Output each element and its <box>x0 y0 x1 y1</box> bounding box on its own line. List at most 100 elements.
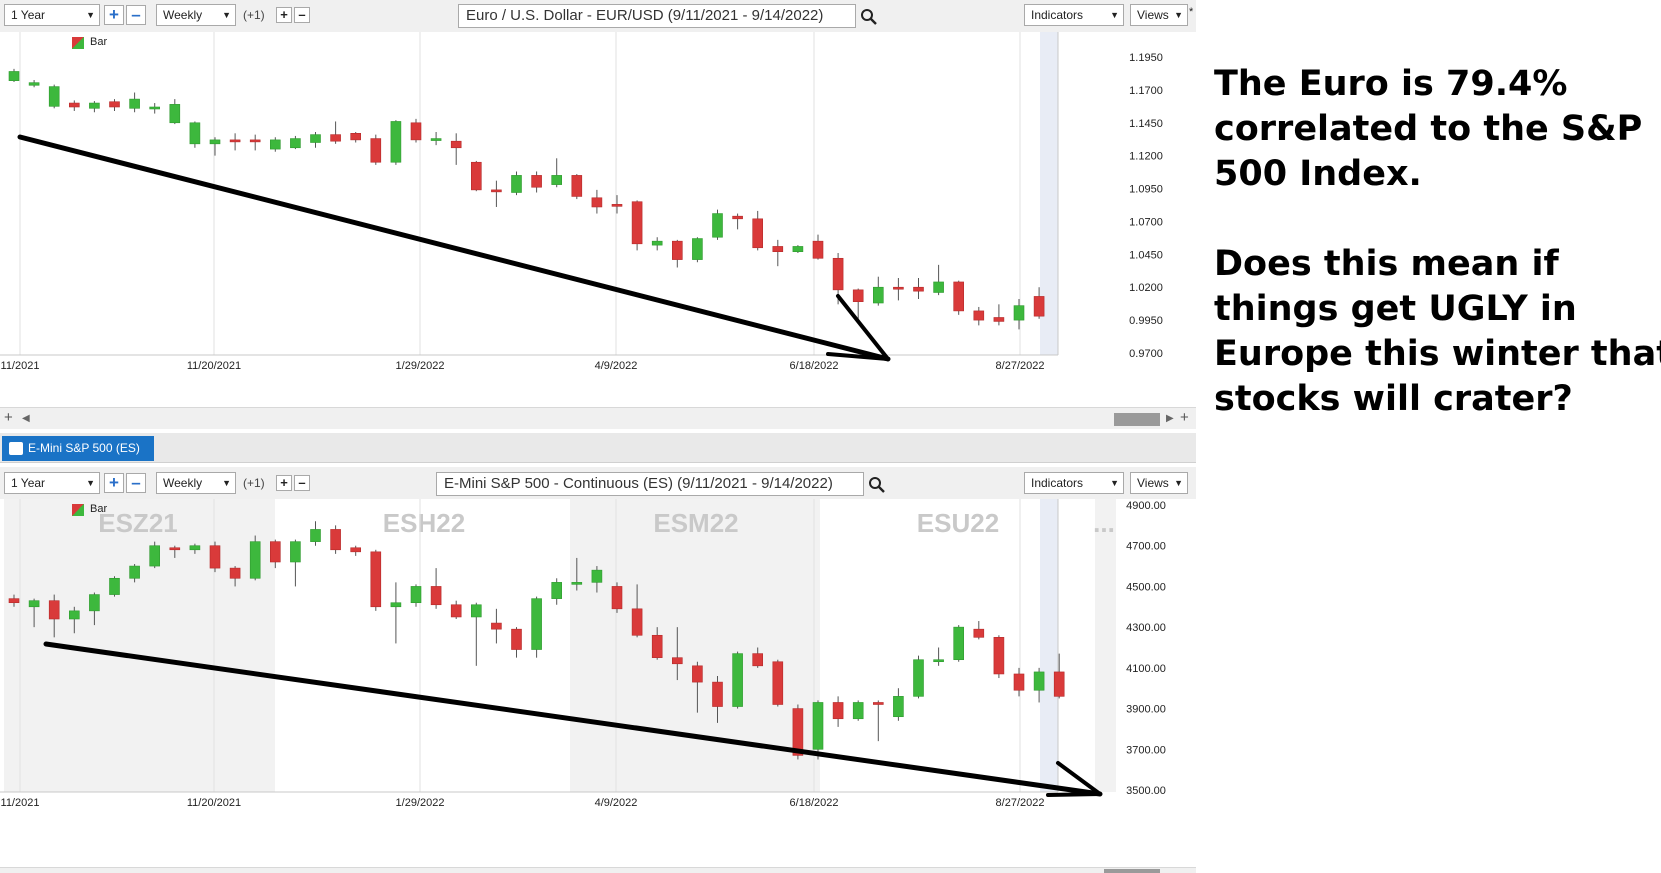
bottom-views-select[interactable]: Views ▼ <box>1130 472 1188 494</box>
candle-body-up <box>1033 671 1045 691</box>
candle-body-down <box>631 608 643 636</box>
candle <box>511 627 522 658</box>
search-icon[interactable] <box>868 476 886 494</box>
bottom-period-select[interactable]: 1 Year ▼ <box>4 472 100 494</box>
bottom-chart-title[interactable]: E-Mini S&P 500 - Continuous (ES) (9/11/2… <box>436 472 864 496</box>
top-scrollbar[interactable]: + ◀ ▶ + <box>0 407 1196 429</box>
candle-body-up <box>189 122 201 145</box>
candle-body-up <box>28 600 40 608</box>
bottom-indicators-select[interactable]: Indicators ▼ <box>1024 472 1124 494</box>
candle <box>189 543 201 554</box>
candle <box>772 659 784 707</box>
candle <box>69 100 80 111</box>
zoom-plus-icon[interactable]: + <box>4 409 13 426</box>
candle <box>611 195 623 214</box>
bottom-scrollbar[interactable] <box>0 867 1196 873</box>
candle-body-up <box>1013 305 1025 321</box>
candle-body-down <box>712 681 723 707</box>
candle <box>249 134 261 151</box>
candle <box>89 101 100 113</box>
candle-body-down <box>752 653 764 667</box>
candle-body-down <box>692 665 703 683</box>
candle <box>310 131 321 148</box>
scroll-right-icon[interactable]: ▶ <box>1166 413 1174 424</box>
minus-icon[interactable]: – <box>294 475 310 491</box>
candle-body-down <box>993 317 1005 322</box>
candle-body-down <box>752 218 764 249</box>
candle-body-up <box>893 696 904 718</box>
annotation-line-4: Does this mean if <box>1214 244 1559 284</box>
candle <box>732 651 743 709</box>
minus-icon[interactable]: – <box>126 473 146 493</box>
candle-body-up <box>249 541 261 579</box>
candle <box>209 541 221 573</box>
candle-body-down <box>48 600 60 620</box>
plus-icon[interactable]: + <box>104 473 124 493</box>
chevron-down-icon: ▼ <box>86 10 95 20</box>
candle-body-up <box>390 602 402 608</box>
eurusd-chart[interactable]: 1.1950 1.1700 1.1450 1.1200 1.0950 1.0700 1.04… <box>0 32 1196 407</box>
candle-body-up <box>28 82 40 86</box>
candle-body-down <box>832 257 844 291</box>
candle <box>430 568 442 609</box>
bottom-interval-select[interactable]: Weekly ▼ <box>156 472 236 494</box>
plus-icon[interactable]: + <box>276 7 292 23</box>
top-chart-title[interactable]: Euro / U.S. Dollar - EUR/USD (9/11/2021 … <box>458 4 856 28</box>
trend-arrow-head <box>1046 761 1102 797</box>
candle <box>410 584 422 607</box>
scroll-thumb[interactable] <box>1104 869 1160 873</box>
minus-icon[interactable]: – <box>294 7 310 23</box>
contract-band <box>570 499 820 792</box>
candle <box>933 647 944 666</box>
top-indicators-select[interactable]: Indicators ▼ <box>1024 4 1124 26</box>
candle-body-up <box>8 71 20 81</box>
chevron-down-icon: ▼ <box>222 10 231 20</box>
candle <box>832 696 844 727</box>
candle <box>893 688 904 721</box>
zoom-plus-icon[interactable]: + <box>1180 409 1189 426</box>
y-tick-label: 1.0950 <box>1129 184 1163 196</box>
plus-icon[interactable]: + <box>104 5 124 25</box>
candle-body-down <box>893 286 904 290</box>
candle-body-up <box>651 240 663 246</box>
candle <box>752 647 764 668</box>
candle-body-up <box>732 653 743 707</box>
plus-icon[interactable]: + <box>276 475 292 491</box>
candle-body-up <box>430 138 442 141</box>
search-icon[interactable] <box>860 8 878 26</box>
candle-body-down <box>611 204 623 207</box>
trend-arrow <box>17 134 891 362</box>
minus-icon[interactable]: – <box>126 5 146 25</box>
candle <box>209 137 221 156</box>
candle-body-down <box>611 586 623 610</box>
candle <box>953 625 965 662</box>
candle <box>1033 667 1045 703</box>
tab-emini-sp500[interactable]: E-Mini S&P 500 (ES) <box>2 436 154 461</box>
candle <box>872 276 884 306</box>
y-tick-label: 4300.00 <box>1126 622 1166 634</box>
top-offset-label: (+1) <box>243 8 265 22</box>
candle <box>149 103 160 114</box>
candle-body-up <box>872 286 884 304</box>
top-period-select[interactable]: 1 Year ▼ <box>4 4 100 26</box>
annotation-line-5: things get UGLY in <box>1214 289 1577 329</box>
candle <box>531 171 542 193</box>
star-marker: * <box>1189 6 1194 18</box>
candle <box>169 545 181 558</box>
candle <box>8 594 20 607</box>
candle-body-down <box>8 598 20 604</box>
candle <box>491 608 502 644</box>
emini-sp500-chart[interactable]: ESZ21 ESH22 ESM22 ESU22 ... 4900.00 4700.00 450… <box>0 499 1196 867</box>
top-views-select[interactable]: Views ▼ <box>1130 4 1188 26</box>
x-tick-label: 11/2021 <box>1 360 40 372</box>
candle <box>893 278 904 301</box>
x-tick-label: 11/20/2021 <box>187 360 241 372</box>
candle <box>571 174 583 200</box>
candle-body-up <box>933 281 944 293</box>
candle-body-up <box>410 586 422 604</box>
candle <box>993 304 1005 326</box>
contract-band-label: ESU22 <box>917 508 999 538</box>
scroll-thumb[interactable] <box>1114 413 1160 426</box>
scroll-left-icon[interactable]: ◀ <box>22 413 30 424</box>
top-interval-select[interactable]: Weekly ▼ <box>156 4 236 26</box>
